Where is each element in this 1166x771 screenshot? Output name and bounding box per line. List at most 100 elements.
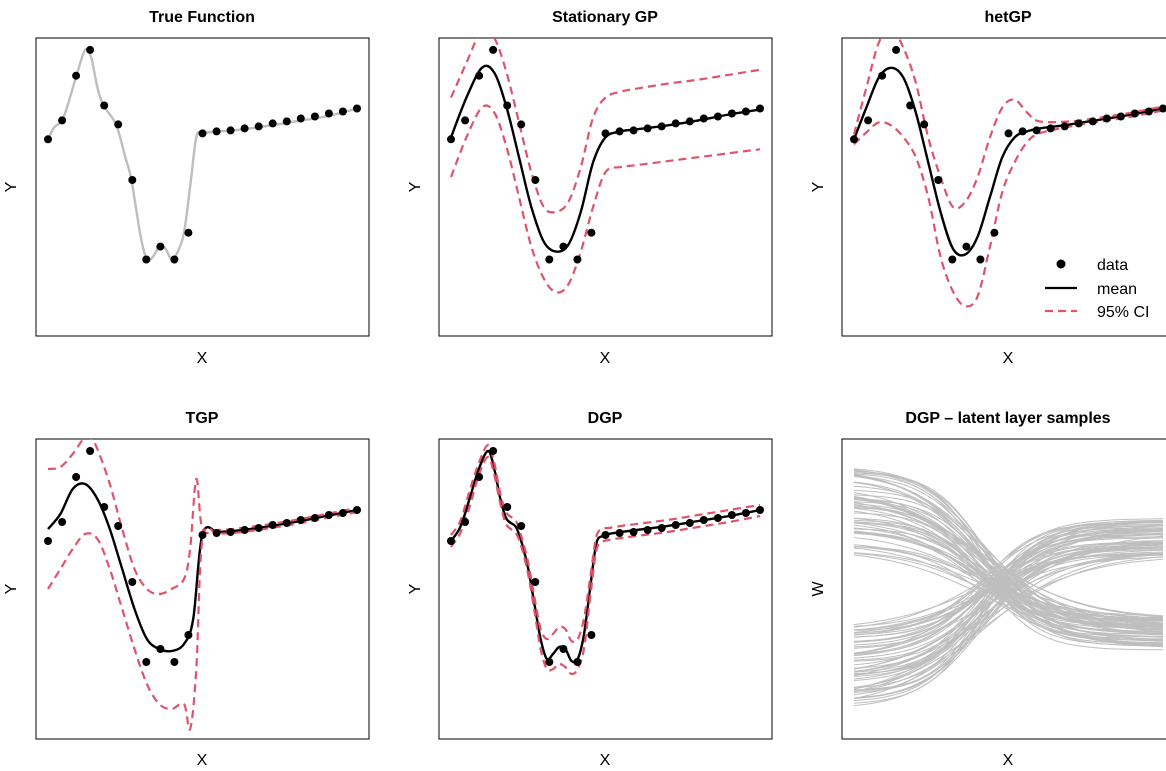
data-point xyxy=(1032,126,1041,135)
data-point xyxy=(559,645,568,653)
y-axis-label: Y xyxy=(407,181,424,192)
plot-frame xyxy=(841,37,1166,337)
data-point xyxy=(461,518,470,526)
data-point xyxy=(282,519,291,527)
latent-sample-line xyxy=(853,532,1164,643)
data-point xyxy=(128,176,137,184)
panel-dgp: DGP X Y xyxy=(407,410,773,769)
plot-frame xyxy=(841,438,1166,740)
latent-sample-line xyxy=(853,518,1164,649)
data-point xyxy=(226,528,235,536)
ci-lower-line xyxy=(450,455,761,676)
data-point xyxy=(310,514,319,522)
latent-sample-line xyxy=(853,530,1163,655)
data-point xyxy=(741,509,750,517)
data-point xyxy=(727,109,736,118)
data-point xyxy=(531,578,540,586)
data-point xyxy=(489,447,498,455)
plot-frame xyxy=(438,37,773,337)
panel-title: True Function xyxy=(149,9,255,26)
latent-sample-line xyxy=(853,535,1164,690)
data-point xyxy=(100,503,109,511)
plot-marks xyxy=(853,468,1164,707)
latent-sample-line xyxy=(853,534,1164,631)
panel-title: TGP xyxy=(186,410,219,427)
data-point xyxy=(657,524,666,532)
latent-sample-line xyxy=(853,498,1164,625)
data-point xyxy=(72,71,81,80)
data-point xyxy=(72,473,81,481)
data-point xyxy=(114,120,123,129)
latent-sample-line xyxy=(853,532,1164,644)
data-point xyxy=(170,255,179,264)
data-point xyxy=(353,104,361,113)
data-point xyxy=(948,255,957,264)
data-point xyxy=(962,242,971,251)
data-point xyxy=(324,511,333,519)
data-point xyxy=(643,526,652,534)
data-point xyxy=(114,522,123,530)
latent-sample-line xyxy=(853,521,1164,672)
legend-data-label: data xyxy=(1097,257,1128,274)
data-point xyxy=(1144,107,1153,116)
data-point xyxy=(671,521,680,529)
data-point xyxy=(713,112,722,121)
x-axis-label: X xyxy=(1003,752,1014,769)
x-axis-label: X xyxy=(600,752,611,769)
data-point xyxy=(44,135,52,144)
data-point xyxy=(1116,112,1125,121)
data-point xyxy=(447,537,455,545)
latent-sample-line xyxy=(853,549,1164,673)
data-point xyxy=(447,135,455,144)
data-point xyxy=(461,116,470,125)
data-point xyxy=(100,101,109,110)
data-point xyxy=(198,531,207,539)
panel-title: DGP xyxy=(588,410,623,427)
plot-marks xyxy=(850,38,1166,308)
panel-dgp-latent-samples: DGP – latent layer samples X W xyxy=(810,410,1166,769)
data-point xyxy=(198,129,207,138)
data-point xyxy=(559,242,568,251)
data-point xyxy=(503,503,512,511)
data-point xyxy=(976,255,985,264)
data-point xyxy=(643,124,652,133)
data-point xyxy=(685,519,694,527)
data-point xyxy=(212,127,221,136)
data-point xyxy=(573,255,582,264)
data-point xyxy=(1088,117,1097,126)
latent-sample-line xyxy=(853,536,1163,675)
data-point xyxy=(503,101,512,110)
data-point xyxy=(86,45,95,54)
data-point xyxy=(240,526,249,534)
data-point xyxy=(184,631,193,639)
data-point xyxy=(573,658,582,666)
data-point xyxy=(44,537,52,545)
true-function-line xyxy=(46,47,358,262)
ci-upper-line xyxy=(852,38,1164,210)
data-point xyxy=(850,135,858,144)
mean-line xyxy=(47,482,358,653)
data-point xyxy=(727,511,736,519)
data-point xyxy=(1060,122,1069,131)
data-point xyxy=(184,228,193,237)
data-point xyxy=(268,119,277,128)
data-point xyxy=(657,122,666,131)
data-point xyxy=(128,578,137,586)
latent-sample-line xyxy=(853,542,1164,670)
legend: data mean 95% CI xyxy=(1045,257,1149,321)
panel-hetgp: hetGP X Y data mean 95% CI xyxy=(810,9,1166,367)
legend-mean-label: mean xyxy=(1097,281,1137,298)
plot-frame xyxy=(438,438,773,740)
data-point xyxy=(156,645,165,653)
data-point xyxy=(142,255,151,264)
data-point xyxy=(489,45,498,54)
y-axis-label: Y xyxy=(3,583,20,594)
latent-sample-line xyxy=(853,506,1164,632)
mean-line xyxy=(852,66,1164,257)
ci-upper-line xyxy=(449,38,761,214)
ci-lower-line xyxy=(449,104,761,294)
ci-lower-line xyxy=(47,510,358,731)
data-point xyxy=(268,521,277,529)
data-point xyxy=(226,126,235,135)
